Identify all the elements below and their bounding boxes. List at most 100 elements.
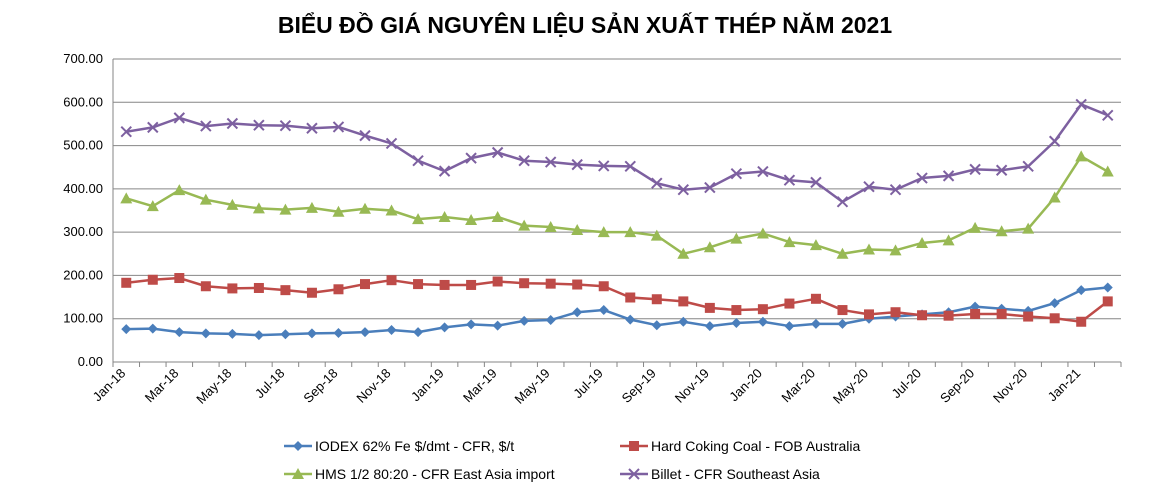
data-point-square	[651, 294, 662, 305]
y-tick-label: 0.00	[78, 354, 103, 369]
data-point-square	[996, 308, 1007, 319]
x-tick-label: Mar-20	[778, 366, 818, 406]
data-point-diamond	[200, 328, 211, 339]
data-point-triangle	[756, 227, 769, 239]
x-tick-label: Sep-18	[300, 366, 340, 406]
legend-label: Billet - CFR Southeast Asia	[651, 466, 820, 482]
data-point-triangle	[279, 203, 292, 215]
data-point-x	[1022, 160, 1034, 173]
series-line	[126, 103, 1109, 204]
data-point-square	[810, 293, 821, 304]
data-point-diamond	[572, 307, 583, 318]
legend-entry: HMS 1/2 80:20 - CFR East Asia import	[284, 466, 555, 482]
data-point-triangle	[385, 204, 398, 216]
legend-label: IODEX 62% Fe $/dmt - CFR, $/t	[315, 438, 514, 454]
data-point-triangle	[677, 247, 690, 259]
data-point-triangle	[889, 244, 902, 256]
data-point-x-stroke	[200, 120, 212, 132]
data-point-square	[333, 284, 344, 295]
data-point-square	[492, 276, 503, 287]
data-point-triangle	[624, 226, 637, 238]
data-point-diamond	[1049, 298, 1060, 309]
y-tick-label: 500.00	[63, 138, 103, 153]
data-point-diamond	[810, 318, 821, 329]
data-point-diamond	[227, 328, 238, 339]
data-point-diamond	[731, 318, 742, 329]
data-point-triangle	[359, 202, 371, 214]
data-point-square	[704, 302, 715, 313]
data-point-x	[544, 156, 557, 168]
data-point-x	[465, 152, 477, 164]
data-point-square	[306, 287, 317, 298]
data-point-x	[412, 155, 424, 167]
x-tick-label: Mar-18	[142, 366, 182, 406]
x-tick-label: Nov-19	[672, 366, 712, 406]
data-point-diamond	[386, 324, 397, 335]
data-point-x-stroke	[836, 196, 849, 208]
data-point-x-stroke	[628, 468, 640, 480]
x-tick-label: Nov-20	[990, 366, 1030, 406]
data-point-x	[810, 176, 822, 189]
data-point-x	[730, 168, 743, 180]
data-point-x-stroke	[757, 165, 769, 178]
y-tick-label: 300.00	[63, 224, 103, 239]
data-point-x	[677, 184, 690, 196]
data-point-square	[147, 274, 158, 285]
data-point-diamond	[306, 328, 317, 339]
data-point-diamond	[519, 315, 530, 326]
data-point-diamond	[651, 320, 662, 331]
data-point-square	[625, 292, 636, 303]
data-point-triangle	[783, 236, 796, 248]
legend-entry: Hard Coking Coal - FOB Australia	[620, 438, 861, 454]
data-point-x	[173, 112, 186, 124]
data-point-x	[969, 163, 981, 176]
data-point-x-stroke	[916, 172, 928, 184]
data-point-x-stroke	[1102, 109, 1114, 121]
data-point-square	[917, 310, 928, 321]
data-point-x-stroke	[385, 137, 398, 150]
series-square	[121, 273, 1113, 327]
data-point-triangle	[942, 234, 955, 246]
data-point-square	[174, 273, 185, 284]
data-point-triangle	[995, 225, 1008, 237]
data-point-x-stroke	[306, 122, 318, 134]
data-point-x-stroke	[1022, 160, 1034, 173]
series-line	[126, 286, 1108, 337]
data-point-triangle	[332, 205, 345, 217]
data-point-square	[970, 308, 981, 319]
data-point-square	[121, 277, 132, 288]
series-x	[120, 98, 1114, 208]
legend-entry: Billet - CFR Southeast Asia	[620, 466, 820, 482]
data-point-x	[253, 119, 265, 131]
y-tick-label: 100.00	[63, 311, 103, 326]
data-point-x	[279, 119, 292, 132]
data-point-x	[1075, 98, 1087, 111]
data-point-x	[491, 146, 504, 159]
data-point-x-stroke	[226, 117, 239, 130]
data-point-square	[413, 279, 424, 290]
data-point-triangle	[199, 193, 212, 205]
data-point-x-stroke	[1048, 135, 1061, 147]
x-tick-label: May-20	[830, 366, 871, 407]
data-point-square	[200, 281, 211, 292]
y-tick-label: 600.00	[63, 94, 103, 109]
data-point-x-stroke	[332, 121, 345, 133]
data-point-x-stroke	[783, 174, 796, 186]
data-point-x-stroke	[491, 146, 504, 159]
data-point-x	[120, 126, 132, 138]
x-tick-label: Nov-18	[353, 366, 393, 406]
x-tick-label: May-18	[193, 366, 234, 407]
data-point-square	[545, 278, 556, 289]
data-point-diamond	[466, 319, 477, 330]
data-point-triangle	[438, 210, 451, 222]
chart-title: BIỂU ĐỒ GIÁ NGUYÊN LIỆU SẢN XUẤT THÉP NĂ…	[277, 12, 893, 38]
data-point-x	[1048, 135, 1061, 147]
data-point-diamond	[439, 322, 450, 333]
y-tick-label: 200.00	[63, 267, 103, 282]
x-tick-label: Jul-18	[252, 366, 288, 402]
data-point-square	[1023, 311, 1034, 322]
data-point-x	[836, 196, 849, 208]
data-point-diamond	[253, 330, 264, 341]
data-point-x-stroke	[995, 164, 1008, 176]
data-point-x-stroke	[651, 177, 663, 189]
